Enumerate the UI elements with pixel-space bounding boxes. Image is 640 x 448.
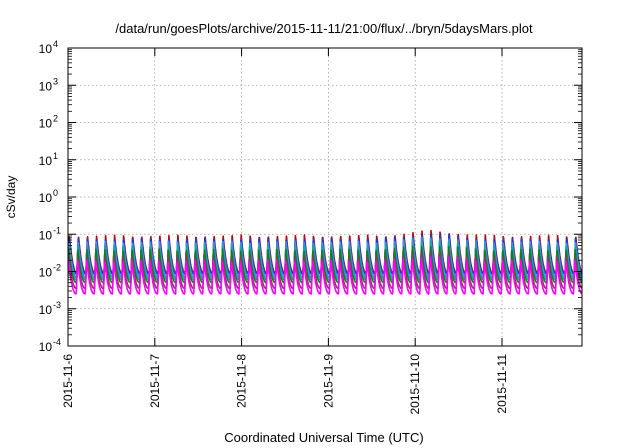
y-tick-label-exponent: 2 (53, 114, 58, 124)
y-tick-label: 10 (39, 154, 53, 168)
y-tick-label-exponent: -4 (53, 337, 61, 347)
y-tick-label-exponent: -1 (53, 225, 61, 235)
y-tick-label: 10 (39, 42, 53, 56)
y-tick-label-exponent: -2 (53, 263, 61, 273)
y-axis-label: cSv/day (4, 176, 18, 219)
y-tick-label: 10 (39, 340, 53, 354)
series-line (68, 245, 582, 284)
y-tick-label: 10 (39, 79, 53, 93)
x-tick-label: 2015-11-7 (148, 354, 162, 408)
y-tick-label-exponent: 0 (53, 188, 58, 198)
y-tick-label: 10 (39, 303, 53, 317)
series-group (68, 229, 582, 295)
y-tick-label-exponent: 4 (53, 39, 58, 49)
y-tick-label: 10 (39, 228, 53, 242)
x-tick-label: 2015-11-10 (408, 354, 422, 415)
y-tick-label: 10 (39, 191, 53, 205)
grid (68, 48, 582, 346)
x-axis-label: Coordinated Universal Time (UTC) (224, 430, 423, 445)
x-tick-label: 2015-11-9 (321, 354, 335, 408)
x-axis: 2015-11-6 2015-11-7 2015-11-8 2015-11-9 2015… (61, 48, 509, 415)
y-tick-label: 10 (39, 266, 53, 280)
x-tick-label: 2015-11-6 (61, 354, 75, 408)
y-tick-label-exponent: -3 (53, 300, 61, 310)
y-tick-label-exponent: 1 (53, 151, 58, 161)
y-tick-label: 10 (39, 117, 53, 131)
chart-title: /data/run/goesPlots/archive/2015-11-11/2… (115, 21, 533, 36)
x-tick-label: 2015-11-8 (235, 354, 249, 408)
y-tick-label-exponent: 3 (53, 76, 58, 86)
series-line (68, 256, 582, 295)
x-tick-label: 2015-11-11 (495, 354, 509, 414)
series-line (68, 251, 582, 290)
